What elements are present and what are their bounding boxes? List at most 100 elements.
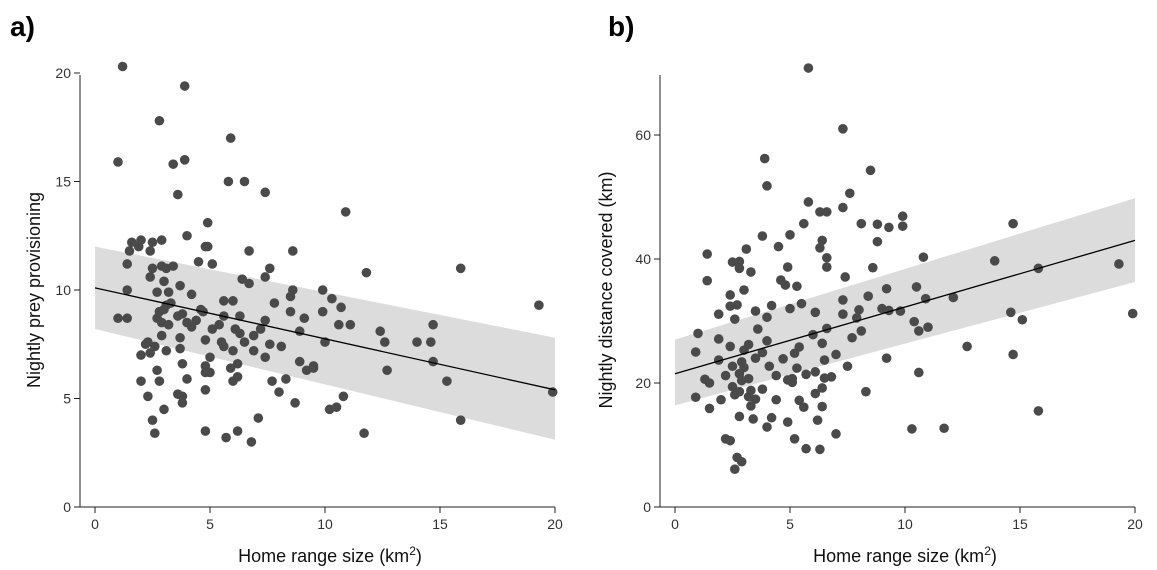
data-point (1008, 218, 1018, 229)
data-point (817, 383, 827, 393)
data-point (750, 306, 761, 316)
data-point (713, 334, 724, 344)
data-point (133, 241, 144, 252)
data-point (228, 376, 238, 386)
data-point (260, 352, 271, 363)
data-point (136, 350, 146, 360)
data-point (766, 412, 777, 423)
data-point (757, 384, 768, 395)
data-point (200, 426, 211, 436)
data-point (762, 422, 772, 432)
data-point (340, 207, 351, 217)
data-point (412, 337, 422, 347)
data-point (727, 257, 738, 267)
data-point (244, 246, 254, 256)
data-point (861, 386, 871, 397)
x-tick-label: 15 (1012, 516, 1028, 532)
data-point (265, 263, 275, 274)
data-point (842, 361, 853, 372)
data-point (808, 329, 818, 340)
data-point (782, 417, 793, 427)
data-point (294, 356, 305, 367)
data-point (914, 367, 924, 378)
data-point (817, 401, 827, 412)
data-point (156, 330, 167, 341)
data-point (186, 322, 197, 332)
data-point (173, 311, 183, 321)
panel-label-a: a) (10, 11, 35, 42)
panel-label-b: b) (608, 11, 634, 42)
data-point (799, 402, 809, 412)
data-point (822, 207, 832, 217)
data-point (897, 221, 908, 231)
data-points-b (690, 63, 1138, 474)
data-point (239, 337, 250, 347)
y-tick-label: 20 (55, 65, 71, 81)
data-point (200, 385, 211, 395)
data-point (163, 287, 174, 297)
data-point (918, 252, 929, 262)
x-axis-title-sup-b: 2 (984, 544, 991, 558)
data-point (255, 324, 266, 334)
y-tick-label: 10 (55, 282, 71, 298)
data-point (175, 332, 185, 343)
data-point (235, 311, 245, 321)
data-point (1008, 349, 1018, 360)
data-point (1127, 308, 1138, 319)
data-point (113, 313, 123, 324)
x-tick-label: 20 (1127, 516, 1143, 532)
data-point (810, 307, 821, 318)
data-point (345, 319, 356, 330)
x-axis-title-b: Home range size (km2) (813, 544, 997, 566)
data-point (785, 303, 795, 314)
data-point (897, 211, 908, 222)
data-point (269, 298, 280, 308)
data-point (168, 261, 178, 271)
data-point (792, 281, 802, 292)
x-tick-label: 10 (317, 516, 333, 532)
data-point (801, 369, 811, 380)
data-point (872, 236, 883, 247)
data-point (771, 370, 781, 381)
data-point (246, 437, 257, 447)
data-point (205, 367, 215, 378)
data-point (801, 443, 811, 454)
data-point (704, 403, 715, 414)
data-point (147, 237, 158, 248)
data-point (759, 153, 770, 164)
fit-line-b (674, 239, 1136, 375)
data-point (288, 246, 298, 256)
data-point (219, 341, 229, 352)
data-point (734, 256, 745, 267)
data-point (856, 326, 867, 336)
data-point (534, 300, 544, 310)
data-point (159, 304, 169, 315)
data-point (225, 133, 236, 143)
data-point (881, 283, 892, 294)
data-point (248, 330, 259, 341)
data-point (338, 391, 349, 402)
data-point (734, 411, 745, 422)
data-point (789, 348, 800, 359)
data-point (741, 244, 752, 254)
data-point (221, 432, 231, 443)
data-point (822, 262, 832, 272)
data-point (815, 207, 825, 217)
data-point (202, 241, 213, 252)
y-tick-label: 20 (635, 375, 651, 391)
data-point (327, 293, 337, 304)
data-point (336, 302, 346, 313)
data-point (803, 197, 814, 207)
data-point (113, 157, 123, 167)
x-tick-label: 10 (897, 516, 913, 532)
y-tick-label: 0 (63, 499, 71, 515)
y-axis-title-b: Nightly distance covered (km) (596, 171, 616, 408)
data-point (845, 188, 855, 199)
data-point (962, 341, 972, 352)
data-point (260, 315, 271, 326)
data-point (168, 159, 178, 169)
data-point (863, 291, 873, 302)
data-point (773, 241, 784, 252)
data-point (750, 394, 761, 404)
